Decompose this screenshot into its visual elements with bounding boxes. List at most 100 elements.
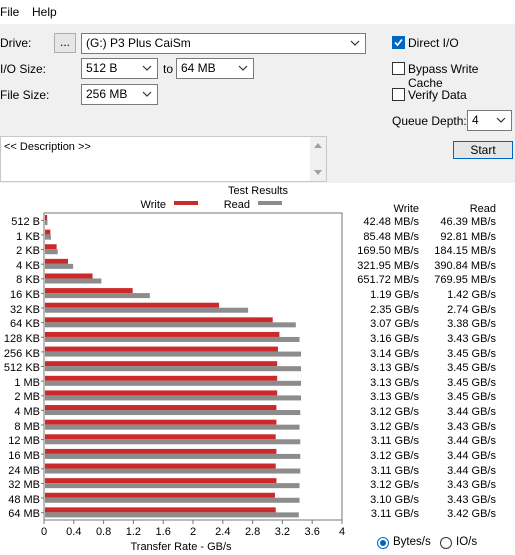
write-value: 3.12 GB/s	[370, 420, 419, 433]
legend-write-swatch	[174, 201, 198, 205]
write-bar	[45, 346, 278, 352]
read-value: 3.43 GB/s	[447, 420, 496, 433]
write-bar	[45, 331, 280, 337]
io-size-to-label: to	[163, 62, 174, 76]
category-label: 512 B	[11, 216, 40, 228]
queue-depth-select[interactable]: 4	[467, 110, 512, 131]
drive-label: Drive:	[0, 36, 32, 50]
read-bar	[45, 263, 74, 269]
scroll-up-icon[interactable]	[310, 139, 326, 151]
direct-io-label[interactable]: Direct I/O	[408, 36, 459, 50]
bytes-per-second-radio[interactable]	[377, 537, 389, 549]
read-bar	[45, 380, 302, 386]
io-size-from-select[interactable]: 512 B	[81, 58, 158, 79]
menu-help[interactable]: Help	[32, 5, 57, 19]
io-size-to-select[interactable]: 64 MB	[176, 58, 254, 79]
io-size-from-value: 512 B	[86, 61, 118, 75]
read-value: 3.43 GB/s	[447, 493, 496, 506]
x-tick-label: 0.8	[96, 526, 111, 538]
category-label: 48 MB	[8, 493, 40, 506]
io-per-second-radio[interactable]	[440, 537, 452, 549]
category-label: 32 KB	[10, 303, 40, 316]
write-value: 42.48 MB/s	[363, 216, 419, 228]
read-value: 3.44 GB/s	[447, 435, 496, 448]
x-axis-label: Transfer Rate - GB/s	[130, 541, 232, 553]
read-value: 3.38 GB/s	[447, 318, 496, 331]
results-chart: Test Results Write Read 0 0.4 0.8 1.2 1.6 2 2.…	[41, 185, 345, 553]
read-value: 3.45 GB/s	[447, 347, 496, 360]
read-bar	[45, 249, 58, 255]
read-value: 3.45 GB/s	[447, 362, 496, 375]
read-bar	[45, 395, 302, 401]
file-size-select[interactable]: 256 MB	[81, 84, 158, 105]
write-value: 3.12 GB/s	[370, 449, 419, 462]
write-bar	[45, 375, 278, 381]
category-label: 2 KB	[16, 245, 40, 258]
scroll-down-icon[interactable]	[310, 167, 326, 179]
category-label: 8 KB	[16, 274, 40, 287]
write-value: 3.12 GB/s	[370, 406, 419, 419]
verify-data-label[interactable]: Verify Data	[408, 88, 467, 102]
queue-depth-value: 4	[472, 113, 479, 127]
description-scrollbar[interactable]	[310, 137, 326, 181]
read-value: 3.43 GB/s	[447, 479, 496, 492]
read-bar	[45, 336, 300, 342]
read-value: 3.45 GB/s	[447, 391, 496, 404]
chevron-down-icon	[142, 65, 152, 71]
category-label: 4 MB	[14, 406, 40, 419]
write-value: 2.35 GB/s	[370, 303, 419, 316]
read-column-header: Read	[469, 203, 496, 215]
description-textarea[interactable]: << Description >>	[0, 136, 327, 182]
read-value: 390.84 MB/s	[434, 259, 496, 272]
start-button[interactable]: Start	[453, 141, 513, 159]
chevron-down-icon	[238, 65, 248, 71]
write-bar	[45, 273, 93, 279]
write-bar	[45, 215, 48, 220]
io-size-to-value: 64 MB	[181, 61, 216, 75]
read-value: 3.44 GB/s	[447, 464, 496, 477]
legend-read-label: Read	[224, 199, 250, 211]
write-value: 321.95 MB/s	[357, 259, 419, 272]
write-value: 3.13 GB/s	[370, 362, 419, 375]
category-label: 256 KB	[3, 347, 40, 360]
drive-select[interactable]: (G:) P3 Plus CaiSm	[81, 33, 366, 54]
write-value: 651.72 MB/s	[357, 274, 419, 287]
bypass-write-cache-label[interactable]: Bypass Write Cache	[408, 62, 479, 90]
read-value: 769.95 MB/s	[434, 274, 496, 287]
write-value: 3.13 GB/s	[370, 376, 419, 389]
browse-drive-button[interactable]: ...	[54, 33, 76, 53]
menu-file[interactable]: File	[0, 5, 20, 19]
read-bar	[45, 453, 301, 459]
category-label: 64 MB	[8, 508, 40, 521]
io-per-second-label[interactable]: IO/s	[456, 536, 478, 548]
x-tick-label: 0.4	[66, 526, 81, 538]
direct-io-checkbox[interactable]	[392, 36, 405, 49]
read-bar	[45, 293, 150, 299]
write-bar	[45, 478, 277, 484]
read-bar	[45, 307, 249, 313]
verify-data-checkbox[interactable]	[392, 88, 405, 101]
write-bar	[45, 405, 277, 411]
category-label: 4 KB	[16, 259, 40, 272]
legend-write-label: Write	[141, 199, 166, 211]
category-label: 16 MB	[8, 449, 40, 462]
read-value: 3.42 GB/s	[447, 508, 496, 521]
category-label: 1 MB	[14, 376, 40, 389]
write-value: 3.14 GB/s	[370, 347, 419, 360]
x-tick-label: 0	[41, 526, 47, 538]
read-bar	[45, 468, 301, 474]
category-label: 16 KB	[10, 289, 40, 302]
bytes-per-second-label[interactable]: Bytes/s	[393, 536, 431, 548]
bypass-write-cache-checkbox[interactable]	[392, 62, 405, 75]
write-bar	[45, 419, 277, 425]
write-bar	[45, 492, 275, 498]
description-text: << Description >>	[4, 141, 91, 153]
write-bar	[45, 244, 57, 250]
write-bar	[45, 434, 276, 440]
read-bar	[45, 497, 300, 503]
menu-bar: File Help	[0, 0, 515, 24]
x-tick-label: 2.8	[245, 526, 260, 538]
write-bar	[45, 463, 276, 469]
x-tick-label: 2	[190, 526, 196, 538]
read-value: 3.44 GB/s	[447, 449, 496, 462]
